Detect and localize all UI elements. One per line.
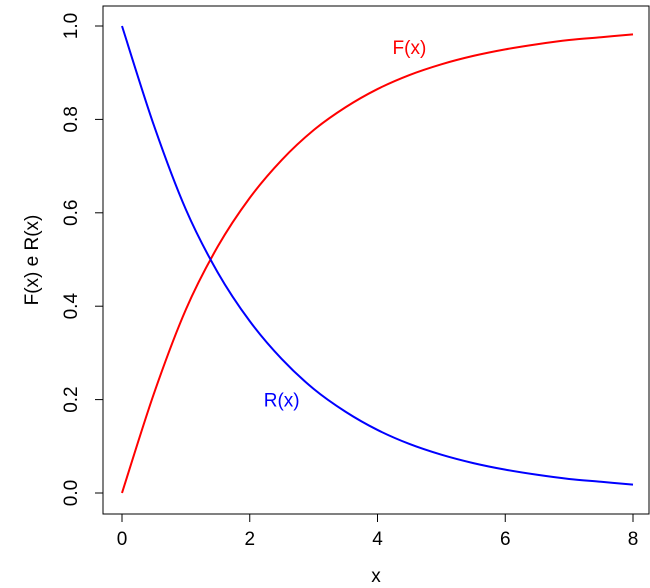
annotation-layer: F(x) R(x) [264, 38, 427, 412]
y-tick-label: 1.0 [61, 13, 82, 39]
x-tick-label: 2 [244, 529, 255, 550]
x-tick-label: 0 [117, 529, 128, 550]
series-layer [121, 25, 634, 494]
y-tick-label: 0.6 [61, 200, 82, 226]
y-tick-label: 0.4 [61, 293, 82, 320]
x-tick-label: 4 [372, 529, 383, 550]
x-tick-label: 6 [500, 529, 511, 550]
y-tick-label: 0.0 [61, 480, 82, 506]
curve-label-fx: F(x) [393, 38, 427, 59]
x-tick-label: 8 [628, 529, 639, 550]
curve-label-rx: R(x) [264, 391, 300, 412]
series-line-fx [121, 33, 634, 494]
y-tick-label: 0.2 [61, 386, 82, 412]
y-axis: 0.0 0.2 0.4 0.6 0.8 1.0 [61, 13, 104, 506]
y-tick-label: 0.8 [61, 106, 82, 132]
plot-frame [102, 5, 650, 515]
x-axis-title: x [371, 566, 381, 587]
series-line-rx [121, 25, 634, 486]
x-axis: 0 2 4 6 8 [117, 513, 639, 550]
y-axis-title: F(x) e R(x) [22, 215, 43, 306]
